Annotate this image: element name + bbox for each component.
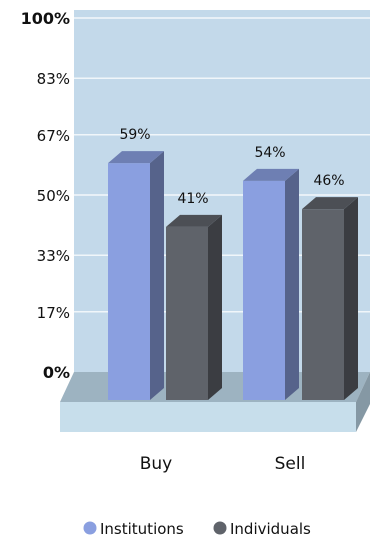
- y-tick-label: 17%: [37, 304, 70, 322]
- bar-side: [344, 197, 358, 400]
- legend: Institutions Individuals: [83, 520, 311, 538]
- legend-marker-icon: [83, 521, 97, 535]
- data-label: 59%: [119, 127, 150, 143]
- legend-item-individuals: Individuals: [213, 520, 311, 538]
- bar-side: [208, 214, 222, 400]
- bar-side: [150, 151, 164, 400]
- bar-top: [166, 214, 222, 227]
- x-tick-label: Buy: [140, 454, 173, 474]
- bar-side: [285, 168, 299, 400]
- legend-label: Individuals: [230, 520, 311, 538]
- data-label: 46%: [313, 173, 344, 189]
- bar-front: [166, 226, 208, 400]
- bar-institutions-sell: [243, 168, 299, 400]
- y-tick-label: 100%: [21, 9, 70, 28]
- bar-top: [108, 151, 164, 164]
- x-tick-label: Sell: [275, 454, 306, 474]
- bars: [108, 151, 358, 400]
- y-tick-label: 83%: [37, 70, 70, 88]
- bar-top: [243, 168, 299, 181]
- y-tick-label: 33%: [37, 247, 70, 265]
- bar-individuals-sell: [302, 197, 358, 400]
- floor-side: [356, 372, 370, 432]
- bar-top: [302, 197, 358, 210]
- y-tick-label: 50%: [37, 187, 70, 205]
- data-label: 54%: [254, 145, 285, 161]
- bar-institutions-buy: [108, 151, 164, 400]
- bar-front: [108, 163, 150, 400]
- floor-front: [60, 402, 356, 432]
- data-label: 41%: [177, 191, 208, 207]
- bar-front: [302, 209, 344, 400]
- legend-item-institutions: Institutions: [83, 520, 184, 538]
- legend-marker-icon: [213, 521, 227, 535]
- y-tick-label: 0%: [43, 363, 70, 382]
- data-labels: 59% 41% 54% 46%: [119, 127, 344, 207]
- y-axis: 100% 83% 67% 50% 33% 17% 0%: [21, 9, 70, 382]
- x-axis: Buy Sell: [140, 454, 306, 474]
- bar-individuals-buy: [166, 214, 222, 400]
- y-tick-label: 67%: [37, 127, 70, 145]
- legend-label: Institutions: [100, 520, 184, 538]
- bar-front: [243, 180, 285, 400]
